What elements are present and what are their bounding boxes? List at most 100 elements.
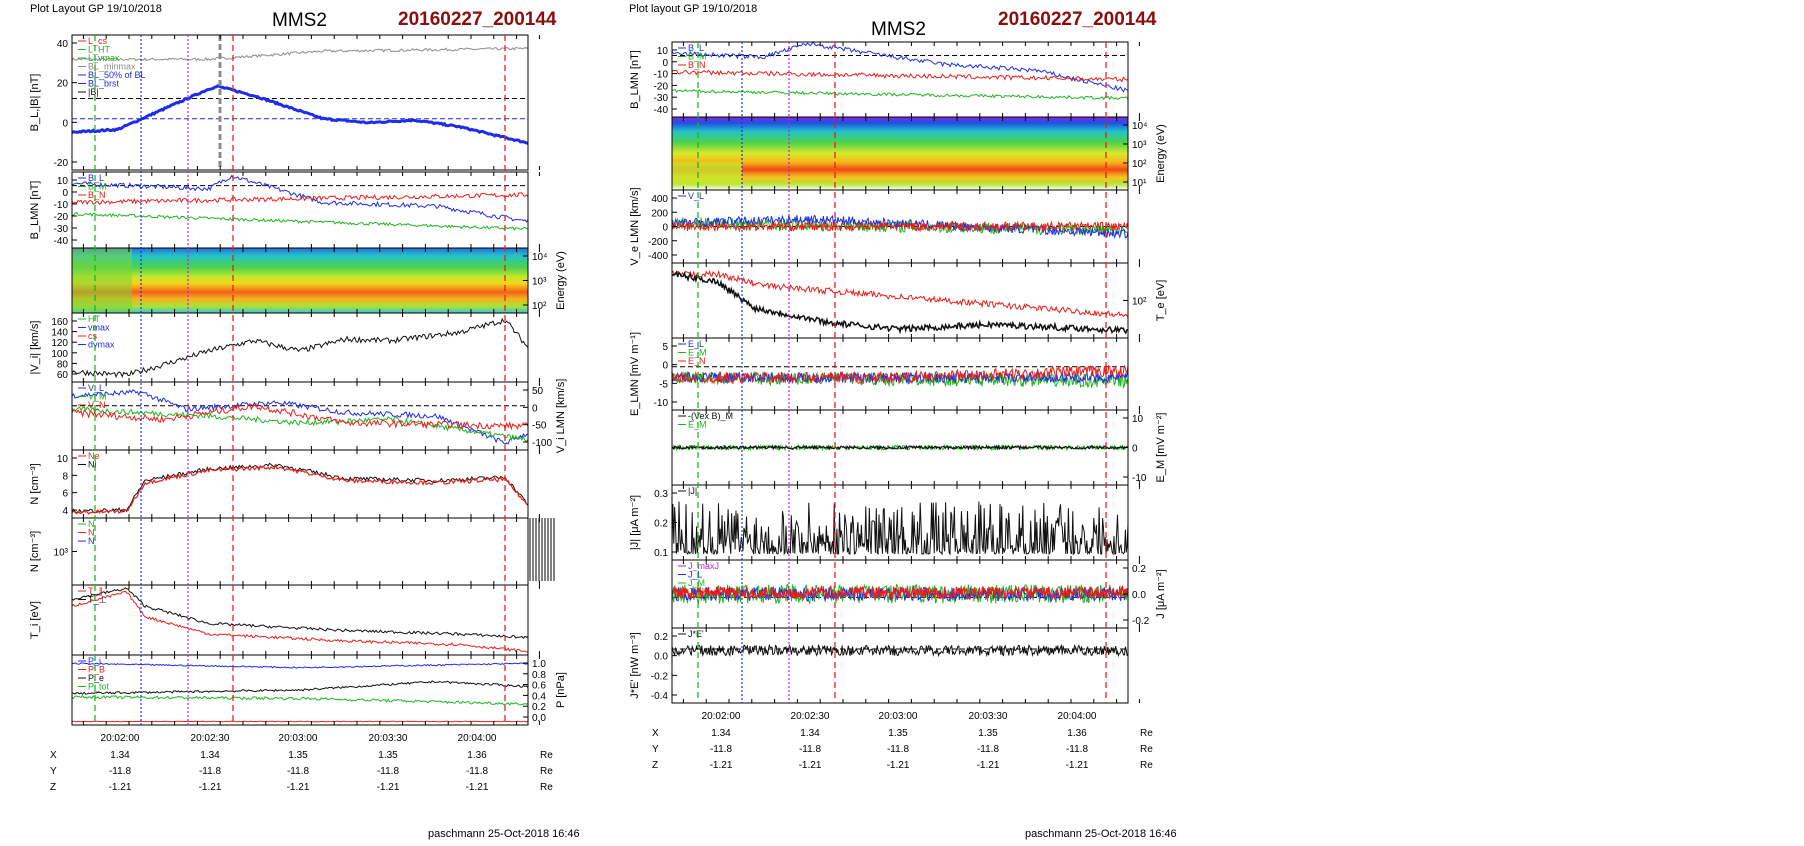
- y-axis-label: B_L,|B| [nT]: [29, 74, 41, 132]
- te-par-series: [671, 269, 1129, 318]
- legend-entry: V_L: [88, 383, 104, 393]
- coord-value: -1.21: [887, 760, 910, 771]
- vexb-series: [671, 444, 1129, 451]
- ion-spectrogram: [72, 248, 528, 313]
- legend-entry: V_N: [88, 400, 106, 410]
- ptot-series: [71, 694, 529, 706]
- x-tick-label: 20:02:30: [791, 711, 830, 722]
- coord-unit: Re: [1140, 760, 1153, 771]
- coord-unit: Re: [540, 766, 553, 777]
- y-tick-label: -40: [54, 236, 69, 247]
- coord-value: -1.21: [287, 782, 310, 793]
- y-tick-label: 400: [651, 194, 668, 205]
- jn-series: [671, 584, 1129, 601]
- y-tick-label: -40: [654, 105, 669, 116]
- left-panel-9: 1.00.80.60.40.20.0P [nPa]P_iP_BP_eP_tot: [71, 654, 567, 726]
- y-tick-label: 40: [57, 39, 69, 50]
- legend-entry: J_M: [688, 578, 705, 588]
- ve-n-series: [671, 220, 1129, 233]
- legend-entry: B_M: [688, 52, 707, 62]
- legend-entry: L_HT: [88, 45, 111, 55]
- coord-value: -1.21: [109, 782, 132, 793]
- coord-value: -1.21: [799, 760, 822, 771]
- right-panel-2: 10⁴ 10³ 10² 10¹ Energy (eV): [671, 116, 1167, 191]
- y-tick-label: 0.8: [532, 670, 546, 681]
- y-axis-label: Energy (eV): [555, 251, 567, 310]
- y-tick-label: 10⁴: [532, 252, 547, 263]
- y-tick-label: 60: [57, 370, 69, 381]
- coord-value: -11.8: [109, 766, 131, 777]
- legend-entry: Ne: [88, 451, 100, 461]
- y-tick-label: -10: [654, 70, 669, 81]
- y-tick-label: 200: [651, 208, 668, 219]
- y-tick-label: 10²: [1132, 297, 1147, 308]
- y-tick-label: 10³: [1132, 140, 1147, 151]
- y-tick-label: 8: [62, 471, 68, 482]
- y-tick-label: 6: [62, 489, 68, 500]
- y-tick-label: 0: [1132, 444, 1138, 455]
- y-tick-label: 120: [51, 338, 68, 349]
- ni-series: [71, 462, 529, 514]
- y-tick-label: 0.0: [1132, 590, 1146, 601]
- coord-value: -11.8: [377, 766, 399, 777]
- y-tick-label: 80: [57, 359, 69, 370]
- y-axis-label: J [μA m⁻²]: [1155, 569, 1167, 618]
- bl-line: [71, 84, 529, 145]
- y-tick-label: -5: [659, 379, 668, 390]
- legend-entry: N: [88, 519, 95, 529]
- legend-entry: -(Vex B)_M: [688, 411, 733, 421]
- left-footer: paschmann 25-Oct-2018 16:46: [428, 828, 580, 840]
- coord-value: 1.34: [711, 728, 731, 739]
- y-tick-label: -200: [648, 237, 668, 248]
- coord-unit: Re: [540, 782, 553, 793]
- right-panel-frame: [671, 337, 1129, 411]
- coord-row-label: Z: [652, 760, 658, 771]
- y-tick-label: 0: [662, 58, 668, 69]
- coord-value: -1.21: [199, 782, 222, 793]
- y-tick-label: -0.2: [1132, 616, 1150, 627]
- y-tick-label: -20: [654, 81, 669, 92]
- y-axis-label: N [cm⁻³]: [29, 463, 41, 504]
- coord-unit: Re: [1140, 728, 1153, 739]
- x-tick-label: 20:02:30: [191, 733, 230, 744]
- y-tick-label: -30: [654, 93, 669, 104]
- y-tick-label: 140: [51, 328, 68, 339]
- vn-series: [71, 402, 529, 431]
- right-panel-6: 10 0 -10 E_M [mV m⁻²] -(Vex B)_ME_M: [671, 409, 1167, 486]
- y-tick-label: -0.4: [651, 691, 669, 702]
- y-tick-label: 10: [57, 176, 69, 187]
- legend-entry: B_L: [688, 43, 704, 53]
- y-tick-label: 0.3: [654, 489, 668, 500]
- bm-series: [671, 88, 1129, 101]
- coord-value: 1.36: [1067, 728, 1087, 739]
- right-panel-4: 10² T_e [eV]: [671, 262, 1167, 339]
- coord-value: -11.8: [466, 766, 488, 777]
- y-tick-label: 4: [62, 506, 68, 517]
- spectrogram-edge: [672, 162, 742, 185]
- coord-row-label: Y: [50, 766, 57, 777]
- legend-entry: J*E': [688, 629, 704, 639]
- legend-entry: B_N: [88, 190, 106, 200]
- y-tick-label: 10⁴: [1132, 121, 1147, 132]
- x-tick-label: 20:03:00: [879, 711, 918, 722]
- x-tick-label: 20:03:00: [279, 733, 318, 744]
- coord-value: -1.21: [466, 782, 489, 793]
- y-tick-label: 100: [51, 349, 68, 360]
- y-tick-label: 10³: [532, 277, 547, 288]
- y-tick-label: 0: [62, 188, 68, 199]
- y-tick-label: 5: [662, 342, 668, 353]
- coord-value: -11.8: [287, 766, 309, 777]
- y-tick-label: 0.2: [654, 519, 668, 530]
- right-layout-label: Plot layout GP 19/10/2018: [629, 3, 757, 15]
- coord-value: -11.8: [977, 744, 999, 755]
- right-figure: 100-10-20-30-40B_LMN [nT]B_LB_MB_N10⁴10³…: [629, 41, 1167, 771]
- coord-value: 1.35: [288, 750, 308, 761]
- y-tick-label: -20: [54, 158, 69, 169]
- legend-entry: BL_50% of BL: [88, 70, 146, 80]
- coord-row-label: Z: [50, 782, 56, 793]
- vm-series: [71, 406, 529, 443]
- legend-entry: V_M: [88, 392, 107, 402]
